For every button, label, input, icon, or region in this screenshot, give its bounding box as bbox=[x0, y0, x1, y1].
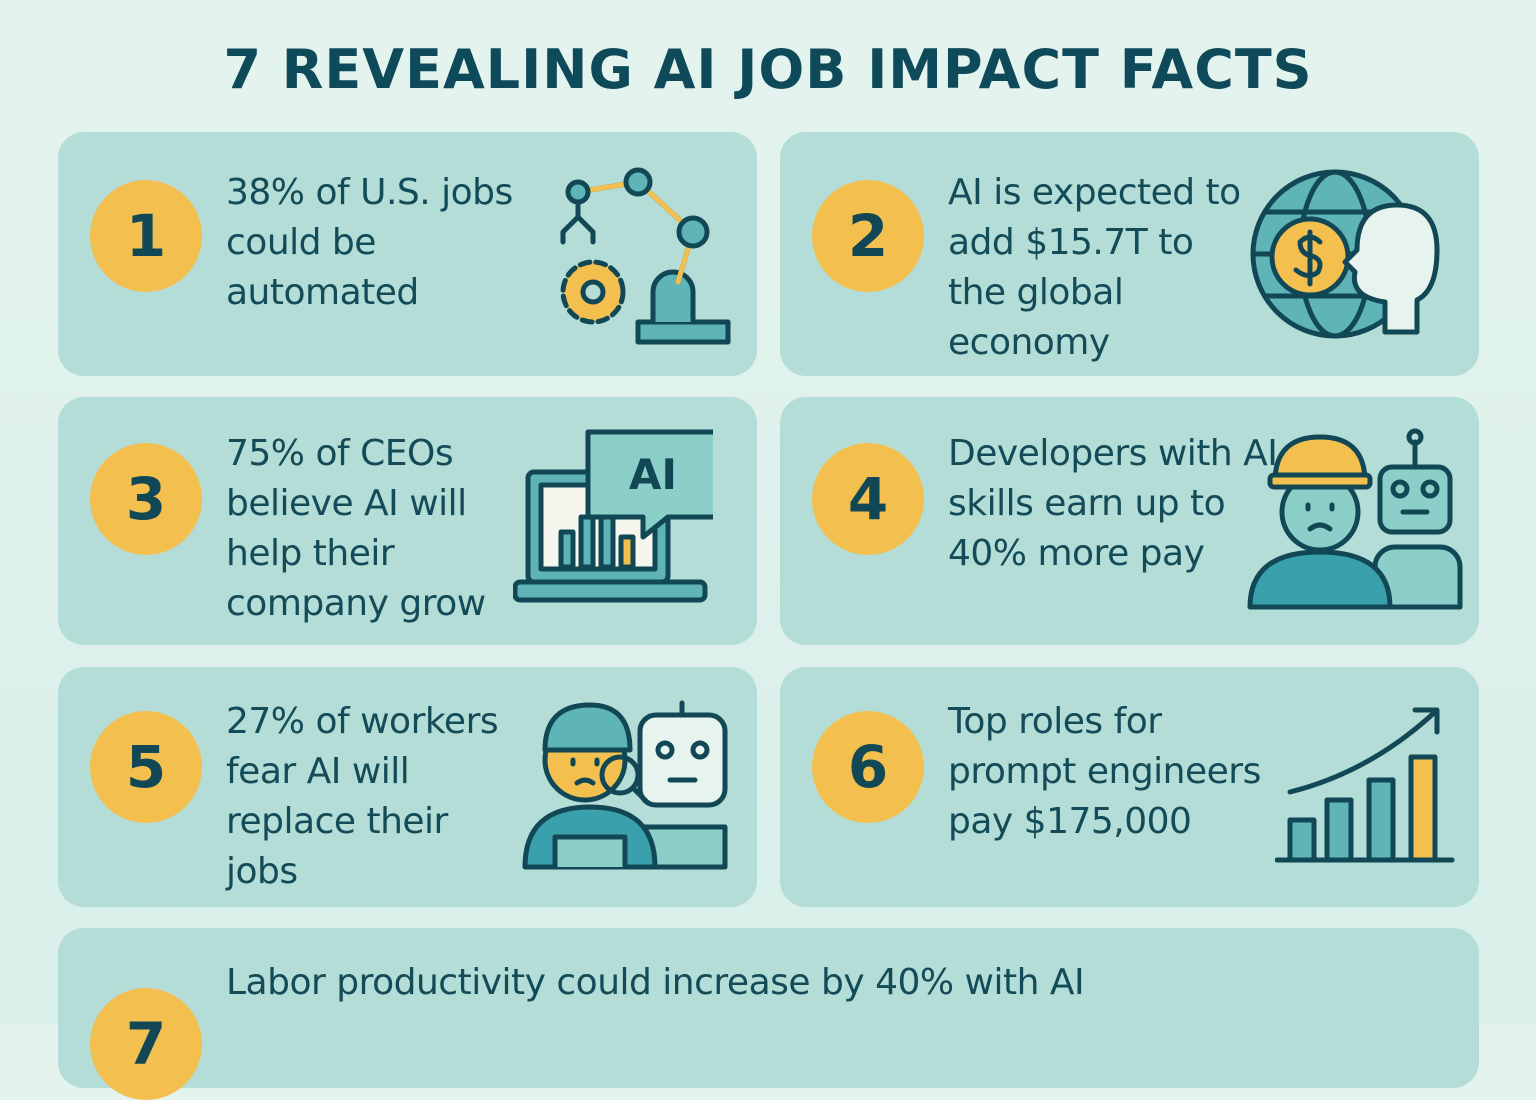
fact-card: 3 75% of CEOs believe AI will help their… bbox=[58, 397, 757, 645]
fact-card: 7 Labor productivity could increase by 4… bbox=[58, 928, 1479, 1100]
globe-icon bbox=[1250, 169, 1440, 339]
fact-number: 3 bbox=[90, 443, 202, 555]
fact-card: 2 AI is expected to add $15.7T to the gl… bbox=[780, 132, 1479, 376]
robot-arm-icon bbox=[560, 167, 731, 345]
fact-number: 4 bbox=[812, 443, 924, 555]
title: 7 REVEALING AI JOB IMPACT FACTS bbox=[223, 38, 1313, 101]
fact-number: 7 bbox=[90, 988, 202, 1100]
fact-number: 5 bbox=[90, 711, 202, 823]
svg-text:AI: AI bbox=[629, 450, 677, 499]
fact-text: 75% of CEOs believe AI will help their c… bbox=[226, 433, 486, 624]
fact-card: 1 38% of U.S. jobs could be automated bbox=[58, 132, 757, 376]
fact-text: Top roles for prompt engineers pay $175,… bbox=[948, 701, 1261, 842]
worker-robot-icon bbox=[1247, 428, 1463, 610]
fact-number: 1 bbox=[90, 180, 202, 292]
worker-robot-icon bbox=[522, 700, 728, 870]
fact-text: 38% of U.S. jobs could be automated bbox=[226, 172, 513, 313]
fact-card: 4 Developers with AI skills earn up to 4… bbox=[780, 397, 1479, 645]
fact-text: Developers with AI skills earn up to 40%… bbox=[948, 433, 1278, 574]
fact-text: 27% of workers fear AI will replace thei… bbox=[226, 701, 499, 892]
fact-card: 6 Top roles for prompt engineers pay $17… bbox=[780, 667, 1479, 907]
fact-card: 5 27% of workers fear AI will replace th… bbox=[58, 667, 757, 907]
fact-text: Labor productivity could increase by 40%… bbox=[226, 962, 1085, 1003]
laptop-ai-icon: AI bbox=[513, 429, 713, 603]
growth-chart-icon bbox=[1275, 707, 1455, 863]
fact-number: 2 bbox=[812, 180, 924, 292]
fact-text: AI is expected to add $15.7T to the glob… bbox=[948, 172, 1241, 363]
fact-number: 6 bbox=[812, 711, 924, 823]
